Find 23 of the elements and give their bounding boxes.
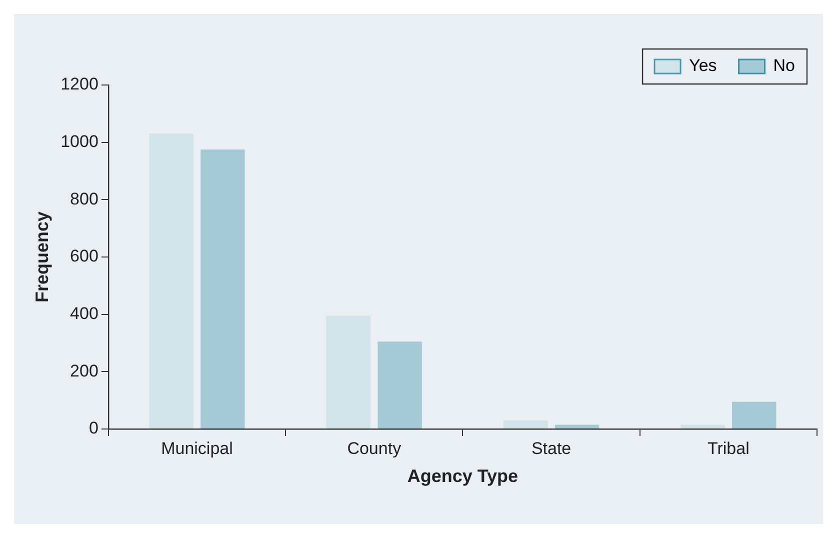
bar [732,402,776,428]
bar [504,420,548,428]
y-tick-label: 200 [70,361,98,380]
bar [554,424,600,428]
bar [149,134,194,428]
x-tick-label: Municipal [161,438,233,458]
bar [680,424,725,428]
bar [200,150,245,428]
y-tick-label: 400 [70,304,98,324]
y-tick-label: 600 [70,246,98,266]
x-tick-label: Tribal [707,438,750,458]
bar [326,316,371,428]
legend-label: Yes [689,56,717,76]
x-tick-label: State [531,438,572,458]
y-tick-label: 1200 [60,74,98,94]
y-tick-label: 800 [70,189,98,208]
y-tick-label: 1000 [60,132,98,152]
y-axis-title: Frequency [32,211,52,303]
x-tick-label: County [347,438,402,458]
bar [378,342,422,428]
y-tick-label: 0 [88,418,98,438]
legend-label: No [773,56,796,76]
x-axis-title: Agency Type [407,466,518,486]
